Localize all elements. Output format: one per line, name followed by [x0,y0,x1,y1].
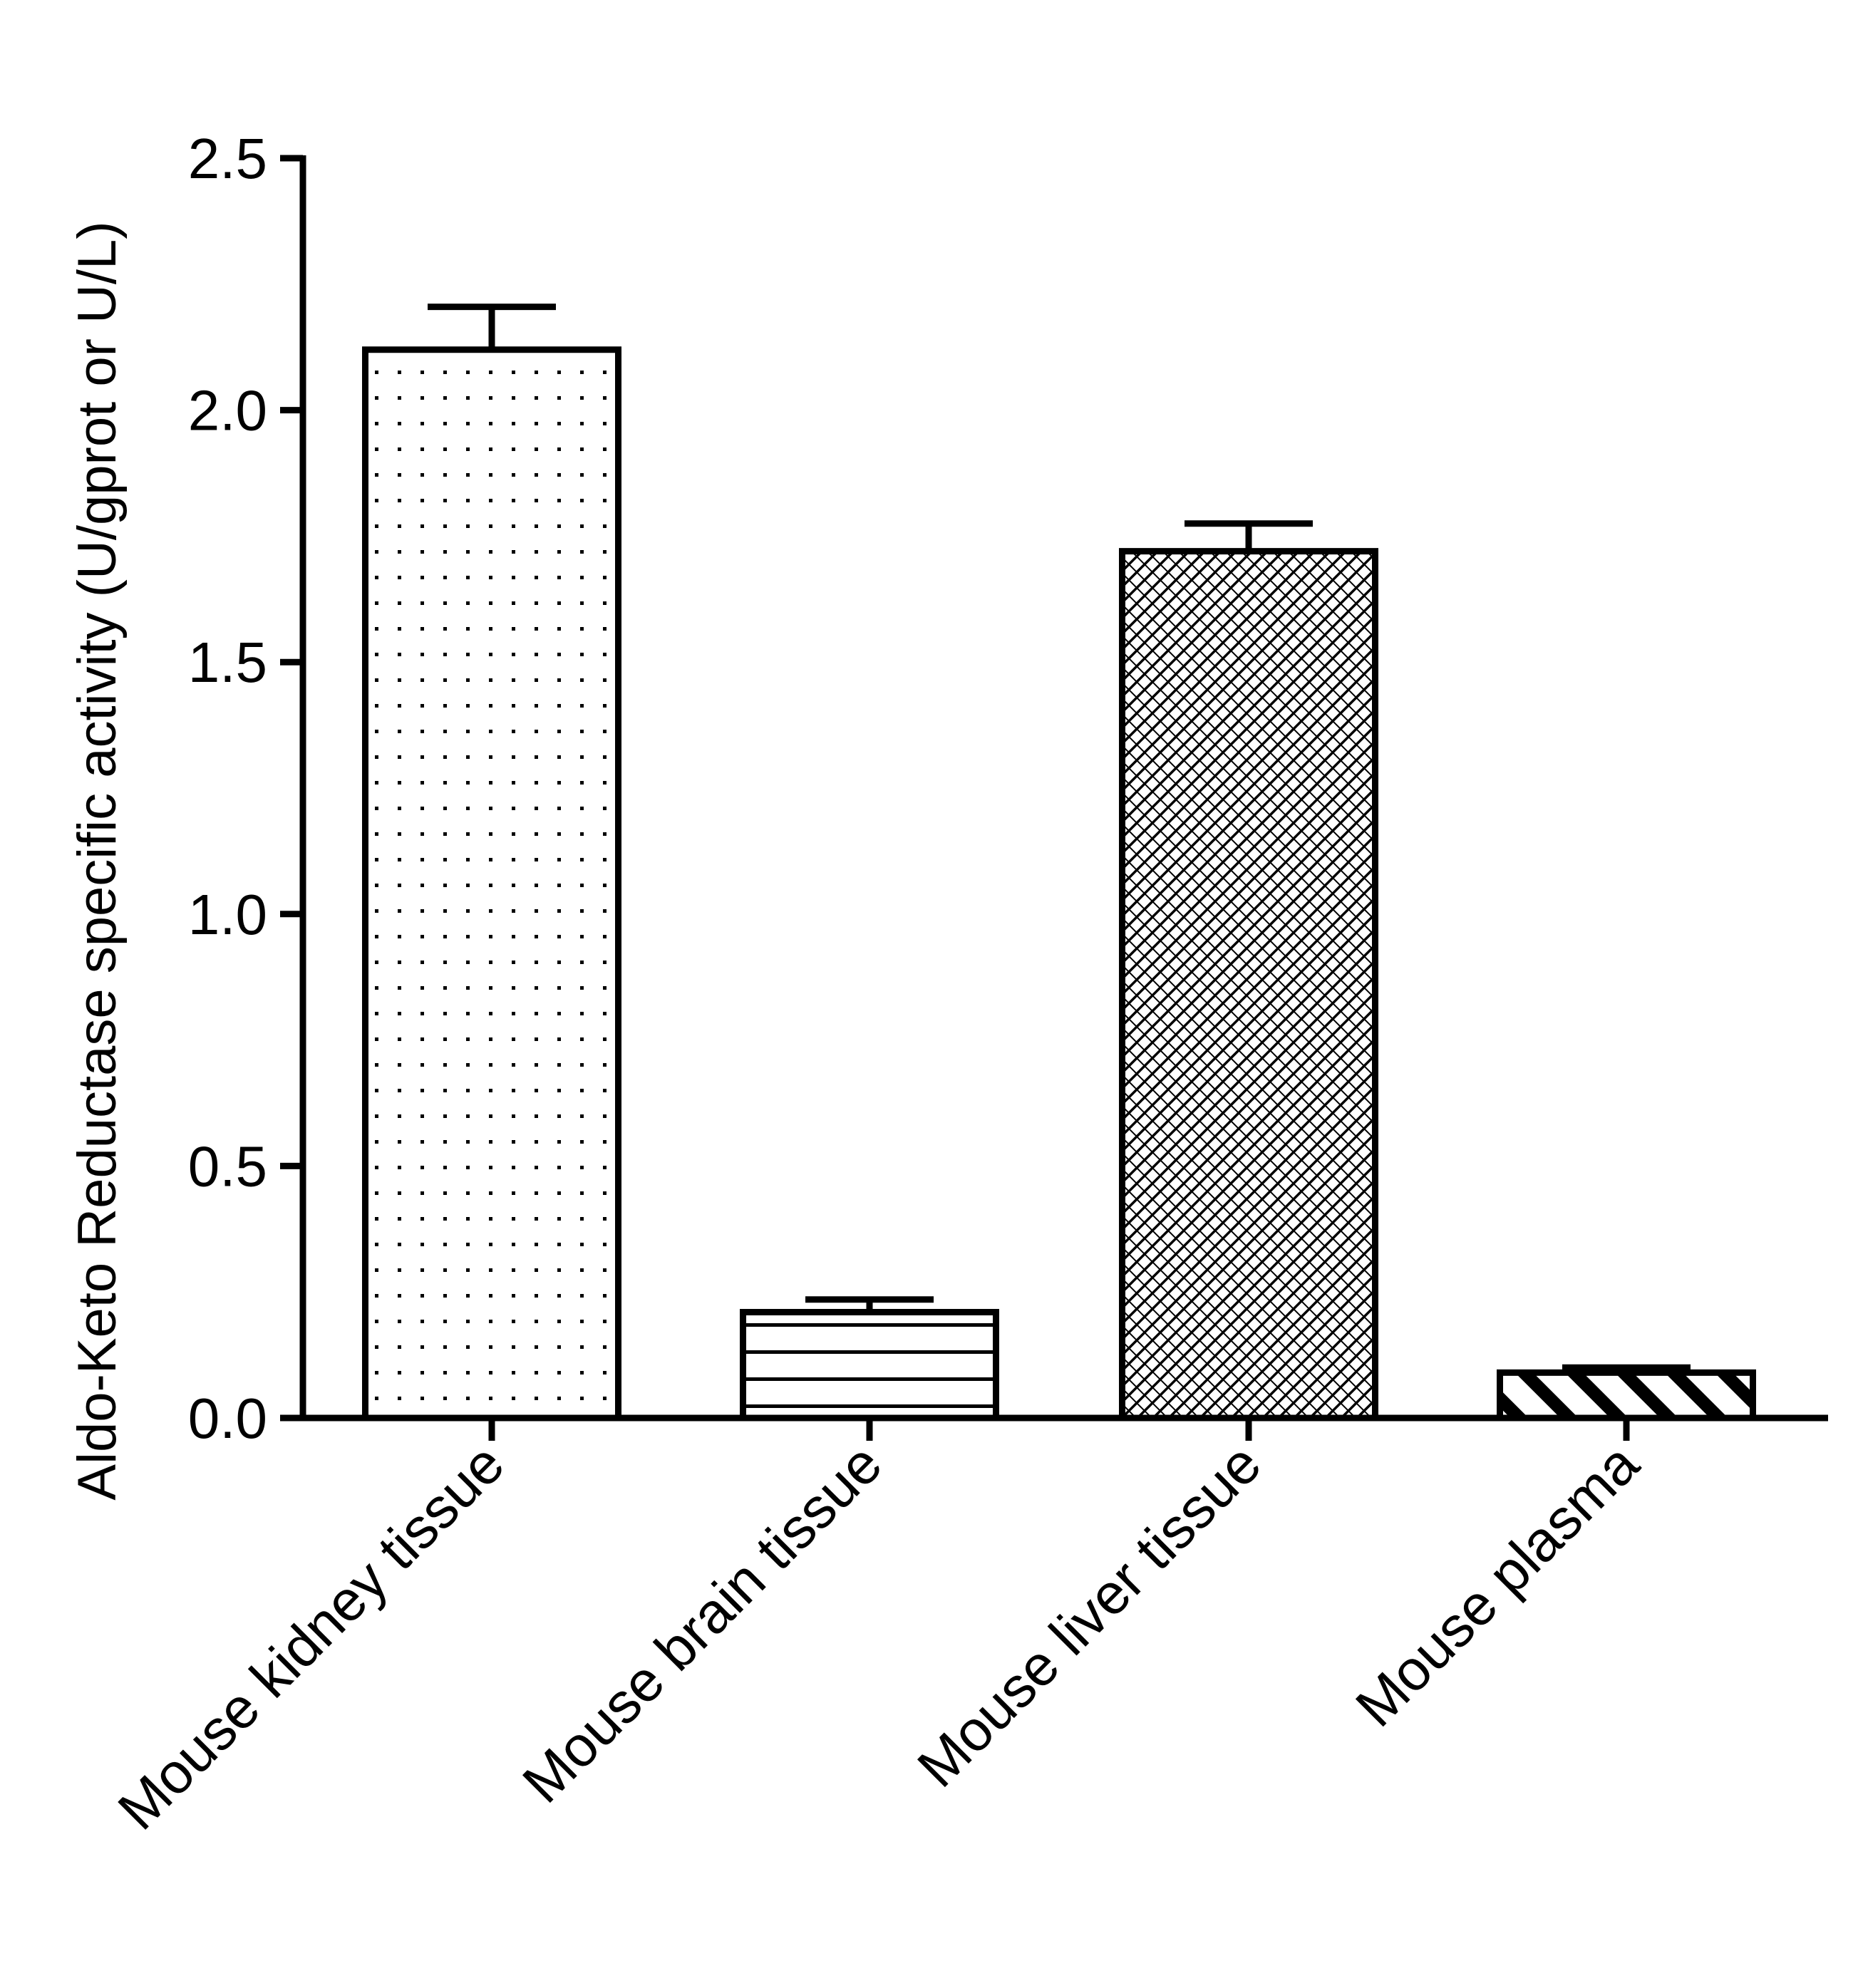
bar-4 [1497,1369,1756,1422]
bar-1 [362,346,621,1422]
y-axis-title: Aldo-Keto Reductase specific activity (U… [67,221,128,1500]
y-tick-label-3: 1.0 [188,883,267,946]
x-category-label-2: Mouse brain tissue [510,1432,894,1815]
x-category-label-1: Mouse kidney tissue [106,1432,516,1841]
y-tick-label-4: 1.5 [188,631,267,694]
y-tick-label-2: 0.5 [188,1134,267,1198]
axes [280,155,1828,1441]
bar-3 [1119,548,1378,1422]
error-bars-layer [428,304,1691,1373]
x-category-label-4: Mouse plasma [1343,1432,1651,1739]
bar-2 [740,1308,999,1422]
y-tick-label-5: 2.0 [188,379,267,442]
y-tick-label-1: 0.0 [188,1387,267,1450]
bars-layer [362,346,1756,1422]
y-tick-label-6: 2.5 [188,127,267,190]
x-category-label-3: Mouse liver tissue [905,1432,1273,1799]
